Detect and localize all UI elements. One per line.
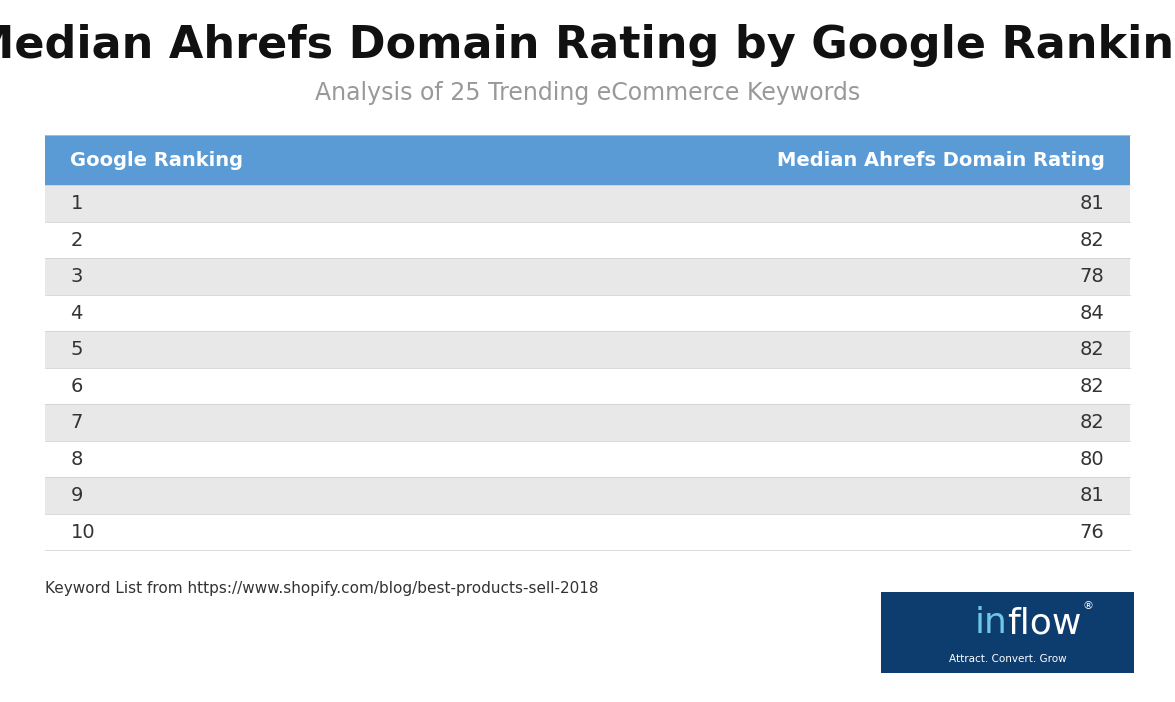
FancyBboxPatch shape bbox=[45, 514, 1130, 550]
Text: 9: 9 bbox=[70, 486, 83, 505]
FancyBboxPatch shape bbox=[45, 404, 1130, 441]
Text: Median Ahrefs Domain Rating: Median Ahrefs Domain Rating bbox=[777, 150, 1104, 170]
Text: 2: 2 bbox=[70, 230, 83, 250]
Text: 6: 6 bbox=[70, 376, 83, 396]
Text: 82: 82 bbox=[1080, 230, 1104, 250]
Text: Keyword List from https://www.shopify.com/blog/best-products-sell-2018: Keyword List from https://www.shopify.co… bbox=[45, 581, 598, 597]
Text: Attract. Convert. Grow: Attract. Convert. Grow bbox=[948, 654, 1067, 663]
Text: 10: 10 bbox=[70, 522, 95, 542]
Text: Analysis of 25 Trending eCommerce Keywords: Analysis of 25 Trending eCommerce Keywor… bbox=[315, 81, 860, 105]
Text: 8: 8 bbox=[70, 449, 83, 469]
Text: 76: 76 bbox=[1080, 522, 1104, 542]
FancyBboxPatch shape bbox=[45, 185, 1130, 222]
Text: 81: 81 bbox=[1080, 486, 1104, 505]
Text: 82: 82 bbox=[1080, 413, 1104, 432]
Text: 84: 84 bbox=[1080, 303, 1104, 323]
Text: Median Ahrefs Domain Rating by Google Ranking: Median Ahrefs Domain Rating by Google Ra… bbox=[0, 24, 1175, 67]
Text: 82: 82 bbox=[1080, 340, 1104, 359]
FancyBboxPatch shape bbox=[45, 295, 1130, 331]
Text: 3: 3 bbox=[70, 267, 83, 286]
Text: 4: 4 bbox=[70, 303, 83, 323]
Text: 80: 80 bbox=[1080, 449, 1104, 469]
FancyBboxPatch shape bbox=[45, 258, 1130, 295]
Text: 81: 81 bbox=[1080, 194, 1104, 213]
FancyBboxPatch shape bbox=[45, 368, 1130, 404]
FancyBboxPatch shape bbox=[45, 135, 1130, 185]
Text: 78: 78 bbox=[1080, 267, 1104, 286]
FancyBboxPatch shape bbox=[45, 222, 1130, 258]
Text: Google Ranking: Google Ranking bbox=[70, 150, 243, 170]
Text: ®: ® bbox=[1083, 601, 1094, 611]
Text: 82: 82 bbox=[1080, 376, 1104, 396]
Text: in: in bbox=[975, 606, 1008, 640]
Text: flow: flow bbox=[1008, 606, 1082, 640]
FancyBboxPatch shape bbox=[45, 441, 1130, 477]
Text: 1: 1 bbox=[70, 194, 83, 213]
Text: 7: 7 bbox=[70, 413, 83, 432]
FancyBboxPatch shape bbox=[881, 592, 1134, 673]
FancyBboxPatch shape bbox=[45, 331, 1130, 368]
Text: 5: 5 bbox=[70, 340, 83, 359]
FancyBboxPatch shape bbox=[45, 477, 1130, 514]
